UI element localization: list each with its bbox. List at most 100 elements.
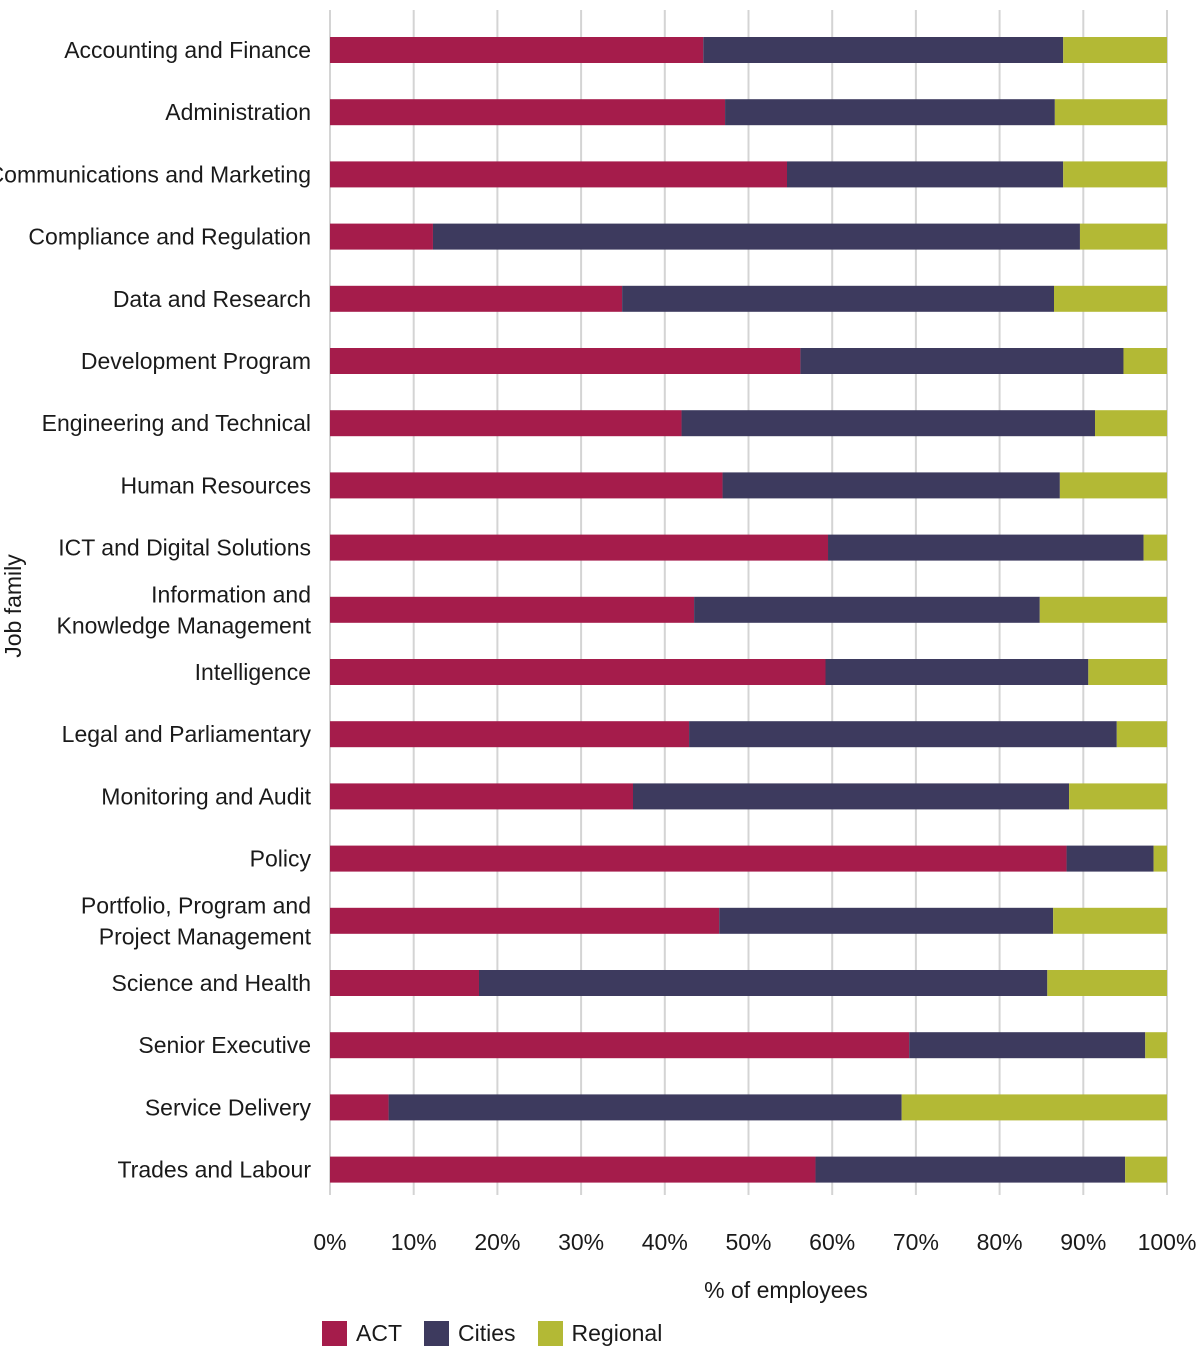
bar-regional-service-delivery bbox=[901, 1094, 1167, 1121]
category-label: Trades and Labour bbox=[117, 1157, 311, 1183]
x-tick-label: 20% bbox=[474, 1229, 520, 1255]
x-tick-label: 0% bbox=[313, 1229, 346, 1255]
category-label: Service Delivery bbox=[145, 1094, 312, 1120]
bar-regional-intelligence bbox=[1088, 659, 1167, 685]
bar-act-ict-and-digital-solutions bbox=[330, 534, 829, 561]
bar-cities-monitoring-and-audit bbox=[632, 783, 1070, 810]
bar-act-science-and-health bbox=[330, 970, 479, 996]
category-labels: Accounting and Finance Administration Comm… bbox=[0, 37, 312, 1183]
x-tick-label: 90% bbox=[1060, 1229, 1106, 1255]
bar-regional-ict-and-digital-solutions bbox=[1143, 534, 1167, 561]
category-label: Science and Health bbox=[112, 970, 311, 996]
bar-cities-ict-and-digital-solutions bbox=[828, 534, 1144, 561]
category-label: Legal and Parliamentary bbox=[62, 721, 312, 747]
legend-label-act: ACT bbox=[356, 1319, 402, 1346]
x-tick-labels: 0% 10% 20% 30% 40% 50% 60% 70% 80% 90% 100% bbox=[313, 1229, 1196, 1255]
x-tick-label: 40% bbox=[642, 1229, 688, 1255]
bar-cities-human-resources bbox=[722, 472, 1060, 499]
legend-item-cities: Cities bbox=[424, 1320, 516, 1347]
bar-act-compliance-and-regulation bbox=[330, 223, 433, 250]
bar-cities-administration bbox=[725, 99, 1055, 126]
bar-cities-accounting-and-finance bbox=[703, 37, 1064, 63]
bar-regional-information-and-knowledge-management bbox=[1039, 596, 1167, 623]
legend-swatch-act bbox=[322, 1320, 347, 1346]
bar-cities-compliance-and-regulation bbox=[432, 223, 1080, 250]
bar-act-accounting-and-finance bbox=[330, 37, 704, 63]
legend-swatch-cities bbox=[424, 1320, 449, 1346]
legend-item-act: ACT bbox=[322, 1320, 402, 1347]
category-label: Engineering and Technical bbox=[42, 410, 311, 436]
bar-act-development-program bbox=[330, 348, 801, 374]
category-label: Knowledge Management bbox=[57, 612, 312, 638]
bars bbox=[330, 37, 1167, 1183]
category-label: Development Program bbox=[81, 348, 311, 374]
bar-regional-monitoring-and-audit bbox=[1069, 783, 1167, 810]
x-tick-label: 100% bbox=[1138, 1229, 1197, 1255]
bar-act-trades-and-labour bbox=[330, 1156, 816, 1183]
bar-cities-development-program bbox=[800, 348, 1124, 374]
bar-cities-policy bbox=[1066, 845, 1154, 872]
x-tick-label: 60% bbox=[809, 1229, 855, 1255]
bar-regional-accounting-and-finance bbox=[1063, 37, 1167, 63]
category-label: Information and bbox=[151, 581, 311, 607]
category-label: Project Management bbox=[99, 923, 312, 949]
category-label: Portfolio, Program and bbox=[81, 892, 311, 918]
bar-act-human-resources bbox=[330, 472, 723, 499]
x-tick-label: 50% bbox=[725, 1229, 771, 1255]
bar-cities-intelligence bbox=[825, 659, 1089, 685]
legend-label-regional: Regional bbox=[571, 1319, 663, 1346]
bar-act-senior-executive bbox=[330, 1032, 910, 1059]
bar-regional-communications-and-marketing bbox=[1063, 161, 1167, 188]
bar-regional-trades-and-labour bbox=[1125, 1156, 1167, 1183]
bar-act-data-and-research bbox=[330, 285, 623, 312]
bar-act-policy bbox=[330, 845, 1067, 872]
bar-cities-data-and-research bbox=[622, 285, 1055, 312]
legend-item-regional: Regional bbox=[537, 1319, 663, 1347]
bar-regional-human-resources bbox=[1059, 472, 1167, 499]
category-label: Intelligence bbox=[195, 659, 311, 685]
bar-cities-communications-and-marketing bbox=[787, 161, 1064, 188]
bar-act-intelligence bbox=[330, 659, 826, 685]
bar-regional-senior-executive bbox=[1145, 1032, 1167, 1059]
bar-cities-science-and-health bbox=[478, 970, 1048, 996]
legend: ACT Cities Regional bbox=[322, 1318, 684, 1348]
bar-regional-legal-and-parliamentary bbox=[1116, 721, 1167, 748]
bar-act-service-delivery bbox=[330, 1094, 389, 1121]
bar-cities-senior-executive bbox=[909, 1032, 1146, 1059]
bar-cities-engineering-and-technical bbox=[681, 410, 1096, 437]
category-label: Policy bbox=[250, 846, 312, 872]
category-label: Communications and Marketing bbox=[0, 161, 311, 187]
category-label: Senior Executive bbox=[138, 1032, 311, 1058]
y-axis-title: Job family bbox=[0, 554, 26, 658]
category-label: Human Resources bbox=[121, 472, 311, 498]
bar-cities-service-delivery bbox=[388, 1094, 902, 1121]
category-label: Accounting and Finance bbox=[64, 37, 311, 63]
bar-act-communications-and-marketing bbox=[330, 161, 788, 188]
category-label: Administration bbox=[165, 99, 311, 125]
bar-cities-portfolio-program-and-project-management bbox=[719, 907, 1054, 934]
bar-regional-science-and-health bbox=[1047, 970, 1167, 996]
x-tick-label: 30% bbox=[558, 1229, 604, 1255]
bar-act-legal-and-parliamentary bbox=[330, 721, 690, 748]
bar-cities-trades-and-labour bbox=[815, 1156, 1126, 1183]
bar-act-engineering-and-technical bbox=[330, 410, 682, 437]
bar-act-portfolio-program-and-project-management bbox=[330, 907, 720, 934]
bar-act-information-and-knowledge-management bbox=[330, 596, 695, 623]
bar-regional-development-program bbox=[1123, 348, 1167, 374]
category-label: Data and Research bbox=[113, 286, 311, 312]
category-label: Compliance and Regulation bbox=[28, 224, 311, 250]
bar-regional-portfolio-program-and-project-management bbox=[1053, 907, 1167, 934]
bar-regional-compliance-and-regulation bbox=[1079, 223, 1167, 250]
x-tick-label: 80% bbox=[977, 1229, 1023, 1255]
bar-act-monitoring-and-audit bbox=[330, 783, 633, 810]
bar-act-administration bbox=[330, 99, 726, 126]
x-axis-title: % of employees bbox=[704, 1277, 868, 1303]
bar-regional-administration bbox=[1054, 99, 1167, 126]
category-label: Monitoring and Audit bbox=[101, 783, 311, 809]
x-tick-label: 10% bbox=[391, 1229, 437, 1255]
legend-swatch-regional bbox=[537, 1320, 563, 1346]
bar-cities-information-and-knowledge-management bbox=[694, 596, 1040, 623]
category-label: ICT and Digital Solutions bbox=[58, 535, 311, 561]
